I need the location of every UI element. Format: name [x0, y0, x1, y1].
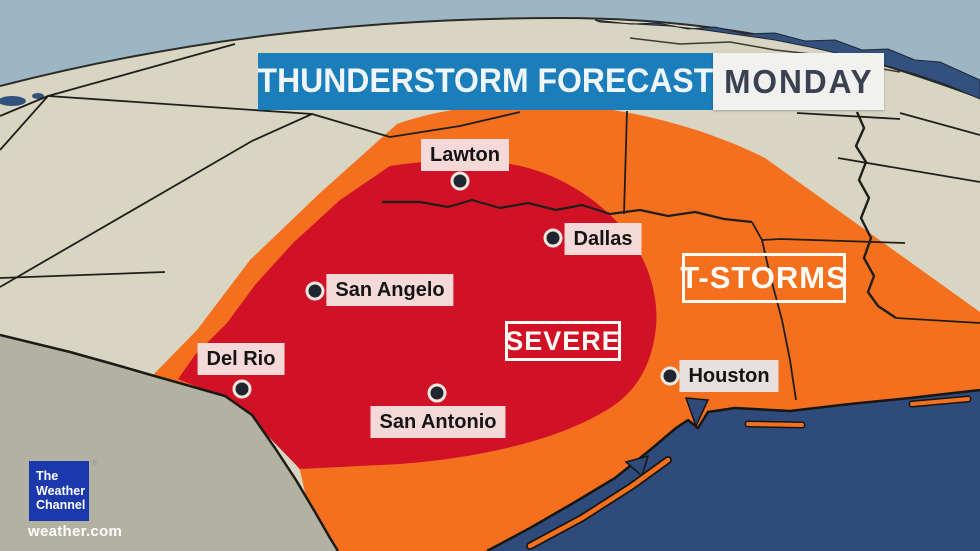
logo-line: Channel	[36, 498, 86, 512]
northern-lakes	[594, 19, 980, 100]
city-label-del-rio: Del Rio	[197, 343, 285, 375]
city-dot-dallas	[543, 228, 563, 248]
coastal-island	[746, 422, 804, 427]
small-lake	[0, 96, 26, 106]
city-dot-del-rio	[232, 379, 252, 399]
city-dot-san-angelo	[305, 281, 325, 301]
city-label-lawton: Lawton	[421, 139, 509, 171]
banner-title-bar: THUNDERSTORM FORECAST	[258, 53, 713, 110]
banner-title-text: THUNDERSTORM FORECAST	[257, 62, 714, 100]
coastline	[486, 388, 980, 551]
severe-zone-badge: SEVERE	[505, 321, 621, 361]
logo-line: Weather	[36, 483, 86, 498]
small-lake	[32, 93, 44, 99]
weather-com-url: weather.com	[28, 523, 123, 540]
banner-day-panel: MONDAY	[713, 53, 884, 110]
rio-grande-border	[0, 333, 340, 551]
weather-channel-logo: The Weather Channel	[29, 461, 89, 521]
tstorms-zone-badge: T-STORMS	[680, 253, 847, 303]
banner-day-text: MONDAY	[723, 62, 874, 100]
severe-zone-red	[178, 160, 657, 469]
gulf-of-mexico	[487, 390, 980, 551]
city-label-san-antonio: San Antonio	[370, 406, 506, 438]
registered-trademark-symbol: ®	[91, 458, 98, 468]
city-label-san-angelo: San Angelo	[326, 274, 454, 306]
city-dot-lawton	[450, 171, 470, 191]
coastal-island	[910, 397, 970, 406]
city-dot-houston	[660, 366, 680, 386]
barrier-island	[527, 457, 671, 549]
city-label-dallas: Dallas	[564, 223, 642, 255]
city-dot-san-antonio	[427, 383, 447, 403]
state-boundaries	[0, 43, 980, 401]
city-label-houston: Houston	[679, 360, 779, 392]
corpus-bay	[624, 454, 650, 478]
logo-line: The	[36, 469, 59, 483]
galveston-bay	[684, 397, 710, 428]
